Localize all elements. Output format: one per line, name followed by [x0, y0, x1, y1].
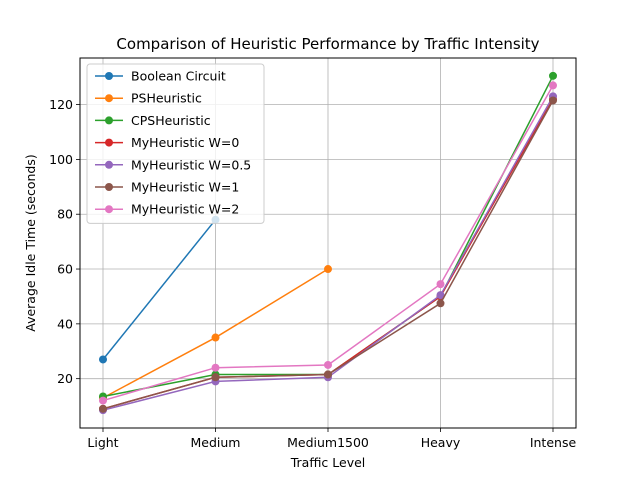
series-group — [99, 81, 557, 405]
legend-marker — [105, 72, 113, 80]
data-point — [99, 355, 107, 364]
data-point — [549, 71, 557, 80]
y-tick-label: 40 — [57, 316, 73, 331]
data-point — [549, 81, 557, 90]
series-line — [102, 219, 217, 360]
data-point — [324, 370, 332, 379]
legend: Boolean Circuit PSHeuristic CPSHeuristic My… — [86, 63, 265, 224]
data-point — [436, 299, 445, 308]
legend-label: Boolean Circuit — [131, 69, 226, 84]
legend-marker — [105, 94, 113, 103]
legend-marker — [105, 116, 113, 125]
chart-title: Comparison of Heuristic Performance by T… — [116, 35, 539, 53]
data-point — [324, 265, 332, 274]
data-point — [549, 96, 557, 105]
data-point — [211, 363, 220, 372]
legend-marker — [105, 205, 113, 214]
x-tick-label: Medium1500 — [287, 435, 369, 450]
legend-label: MyHeuristic W=0.5 — [131, 157, 251, 172]
legend-marker — [105, 183, 113, 191]
y-tick-label: 120 — [49, 97, 73, 112]
series-lines — [99, 71, 557, 415]
x-tick-label: Intense — [530, 435, 577, 450]
x-tick-label: Medium — [191, 435, 241, 450]
legend-label: MyHeuristic W=0 — [131, 135, 239, 150]
series-group — [99, 96, 557, 413]
y-tick-label: 100 — [49, 152, 73, 167]
legend-marker — [105, 160, 113, 169]
x-tick-label: Light — [87, 435, 118, 450]
data-point — [211, 373, 220, 382]
series-group — [99, 215, 220, 364]
y-tick-label: 80 — [57, 207, 73, 222]
legend-marker — [105, 138, 113, 147]
y-axis: 20 40 60 80 100 120 — [49, 97, 80, 386]
legend-label: MyHeuristic W=1 — [131, 180, 239, 195]
x-tick-label: Heavy — [421, 435, 461, 450]
y-tick-label: 60 — [57, 262, 73, 277]
y-tick-label: 20 — [57, 371, 73, 386]
data-point — [99, 404, 107, 413]
legend-box — [86, 63, 265, 224]
legend-label: PSHeuristic — [131, 91, 202, 106]
data-point — [436, 291, 445, 300]
x-axis-label: Traffic Level — [290, 455, 366, 470]
data-point — [324, 360, 332, 369]
data-point — [436, 280, 445, 289]
legend-label: MyHeuristic W=2 — [131, 202, 239, 217]
legend-label: CPSHeuristic — [131, 113, 211, 128]
y-axis-label: Average Idle Time (seconds) — [23, 154, 38, 331]
data-point — [211, 333, 220, 342]
data-point — [99, 396, 107, 405]
x-axis: Light Medium Medium1500 Heavy Intense — [87, 428, 576, 450]
